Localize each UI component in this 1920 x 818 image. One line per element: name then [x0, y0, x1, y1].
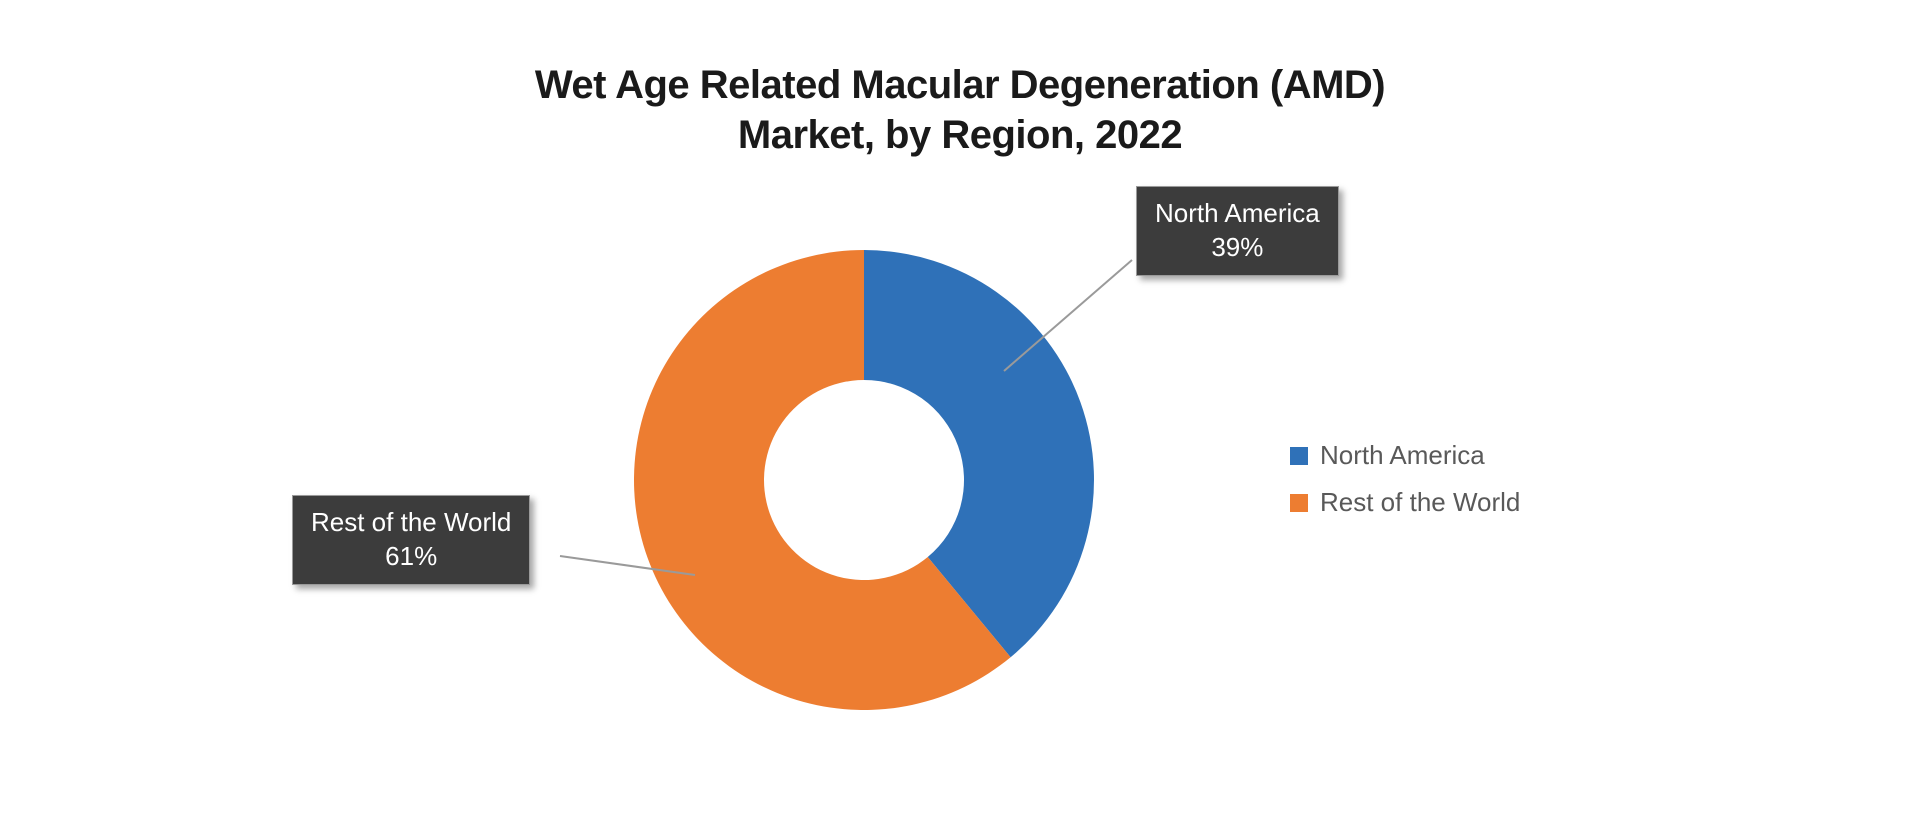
- legend-label: Rest of the World: [1320, 487, 1520, 518]
- legend-swatch: [1290, 447, 1308, 465]
- legend-swatch: [1290, 494, 1308, 512]
- callout-box: North America39%: [1136, 186, 1339, 276]
- legend: North America Rest of the World: [1290, 440, 1520, 518]
- callout-box: Rest of the World61%: [292, 495, 530, 585]
- legend-item: North America: [1290, 440, 1520, 471]
- callout-value: 61%: [311, 540, 511, 574]
- callout-label: North America: [1155, 197, 1320, 231]
- donut-chart: [0, 0, 1920, 818]
- legend-label: North America: [1320, 440, 1485, 471]
- legend-item: Rest of the World: [1290, 487, 1520, 518]
- callout-label: Rest of the World: [311, 506, 511, 540]
- callout-value: 39%: [1155, 231, 1320, 265]
- chart-container: Wet Age Related Macular Degeneration (AM…: [0, 0, 1920, 818]
